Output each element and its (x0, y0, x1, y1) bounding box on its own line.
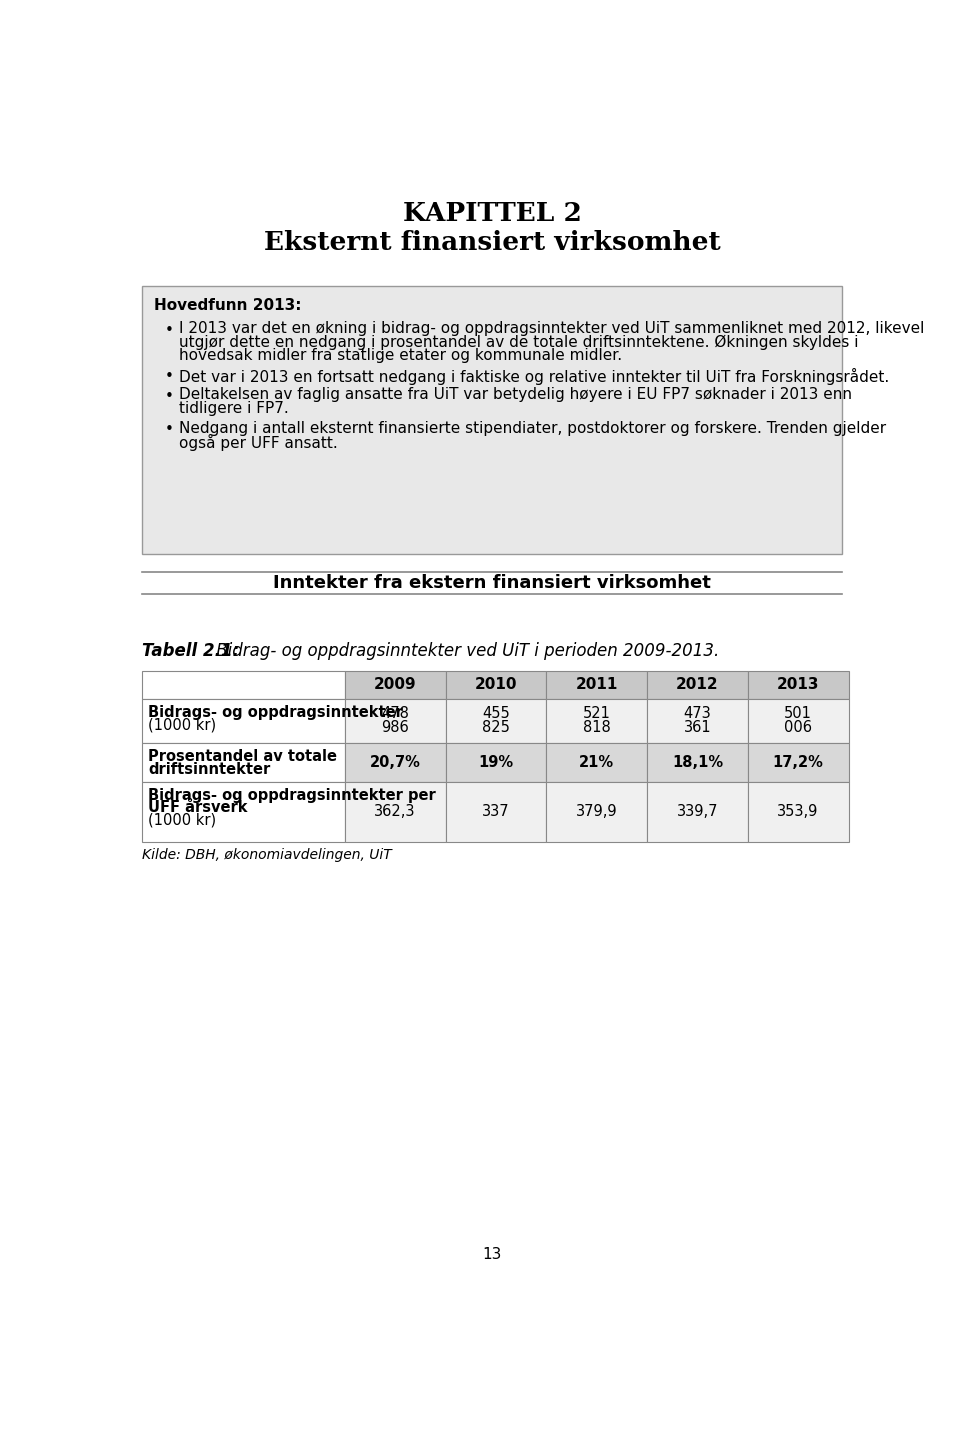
Text: 825: 825 (482, 719, 510, 735)
Text: (1000 kr): (1000 kr) (148, 812, 216, 828)
Text: 362,3: 362,3 (374, 805, 416, 819)
FancyBboxPatch shape (748, 782, 849, 842)
Text: 2013: 2013 (777, 677, 820, 692)
FancyBboxPatch shape (142, 782, 345, 842)
Text: •: • (165, 322, 174, 338)
Text: 473: 473 (684, 706, 711, 720)
Text: 379,9: 379,9 (576, 805, 617, 819)
Text: 986: 986 (381, 719, 409, 735)
Text: 2012: 2012 (676, 677, 719, 692)
Text: UFF årsverk: UFF årsverk (148, 800, 248, 815)
Text: KAPITTEL 2: KAPITTEL 2 (402, 200, 582, 226)
FancyBboxPatch shape (445, 670, 546, 699)
Text: Det var i 2013 en fortsatt nedgang i faktiske og relative inntekter til UiT fra : Det var i 2013 en fortsatt nedgang i fak… (179, 368, 889, 385)
FancyBboxPatch shape (748, 699, 849, 743)
Text: Kilde: DBH, økonomiavdelingen, UiT: Kilde: DBH, økonomiavdelingen, UiT (142, 848, 392, 862)
Text: I 2013 var det en økning i bidrag- og oppdragsinntekter ved UiT sammenliknet med: I 2013 var det en økning i bidrag- og op… (179, 321, 924, 337)
Text: 353,9: 353,9 (778, 805, 819, 819)
Text: (1000 kr): (1000 kr) (148, 717, 216, 732)
Text: 501: 501 (784, 706, 812, 720)
Text: Hovedfunn 2013:: Hovedfunn 2013: (155, 298, 301, 314)
FancyBboxPatch shape (647, 743, 748, 782)
Text: 006: 006 (784, 719, 812, 735)
Text: utgjør dette en nedgang i prosentandel av de totale driftsinntektene. Økningen s: utgjør dette en nedgang i prosentandel a… (179, 335, 858, 349)
Text: 13: 13 (482, 1247, 502, 1262)
FancyBboxPatch shape (647, 782, 748, 842)
Text: Bidrags- og oppdragsinntekter per: Bidrags- og oppdragsinntekter per (148, 788, 436, 803)
FancyBboxPatch shape (345, 743, 445, 782)
FancyBboxPatch shape (345, 782, 445, 842)
Text: Bidrag- og oppdragsinntekter ved UiT i perioden 2009-2013.: Bidrag- og oppdragsinntekter ved UiT i p… (211, 642, 720, 660)
FancyBboxPatch shape (142, 699, 345, 743)
FancyBboxPatch shape (142, 670, 345, 699)
FancyBboxPatch shape (345, 670, 445, 699)
Text: 339,7: 339,7 (677, 805, 718, 819)
Text: 2009: 2009 (373, 677, 417, 692)
Text: 361: 361 (684, 719, 711, 735)
Text: 18,1%: 18,1% (672, 755, 723, 770)
FancyBboxPatch shape (647, 670, 748, 699)
Text: 2010: 2010 (474, 677, 517, 692)
Text: Bidrags- og oppdragsinntekter: Bidrags- og oppdragsinntekter (148, 705, 403, 720)
Text: 17,2%: 17,2% (773, 755, 824, 770)
Text: 455: 455 (482, 706, 510, 720)
FancyBboxPatch shape (546, 670, 647, 699)
Text: 521: 521 (583, 706, 611, 720)
Text: Tabell 2.1:: Tabell 2.1: (142, 642, 239, 660)
FancyBboxPatch shape (647, 699, 748, 743)
Text: tidligere i FP7.: tidligere i FP7. (179, 401, 289, 415)
Text: 2011: 2011 (575, 677, 618, 692)
FancyBboxPatch shape (445, 699, 546, 743)
FancyBboxPatch shape (546, 699, 647, 743)
FancyBboxPatch shape (142, 286, 842, 554)
Text: driftsinntekter: driftsinntekter (148, 762, 270, 776)
Text: 21%: 21% (579, 755, 614, 770)
Text: 20,7%: 20,7% (370, 755, 420, 770)
Text: •: • (165, 369, 174, 384)
Text: 19%: 19% (478, 755, 514, 770)
Text: 478: 478 (381, 706, 409, 720)
Text: 337: 337 (482, 805, 510, 819)
FancyBboxPatch shape (546, 743, 647, 782)
Text: •: • (165, 422, 174, 437)
FancyBboxPatch shape (445, 782, 546, 842)
Text: Prosentandel av totale: Prosentandel av totale (148, 749, 337, 765)
FancyBboxPatch shape (142, 743, 345, 782)
Text: Nedgang i antall eksternt finansierte stipendiater, postdoktorer og forskere. Tr: Nedgang i antall eksternt finansierte st… (179, 421, 886, 435)
Text: Inntekter fra ekstern finansiert virksomhet: Inntekter fra ekstern finansiert virksom… (273, 574, 711, 591)
FancyBboxPatch shape (748, 743, 849, 782)
Text: 818: 818 (583, 719, 611, 735)
Text: Deltakelsen av faglig ansatte fra UiT var betydelig høyere i EU FP7 søknader i 2: Deltakelsen av faglig ansatte fra UiT va… (179, 388, 852, 402)
Text: hovedsak midler fra statlige etater og kommunale midler.: hovedsak midler fra statlige etater og k… (179, 348, 622, 364)
FancyBboxPatch shape (445, 743, 546, 782)
Text: også per UFF ansatt.: også per UFF ansatt. (179, 434, 338, 451)
Text: •: • (165, 390, 174, 404)
FancyBboxPatch shape (546, 782, 647, 842)
FancyBboxPatch shape (748, 670, 849, 699)
FancyBboxPatch shape (345, 699, 445, 743)
Text: Eksternt finansiert virksomhet: Eksternt finansiert virksomhet (264, 229, 720, 255)
